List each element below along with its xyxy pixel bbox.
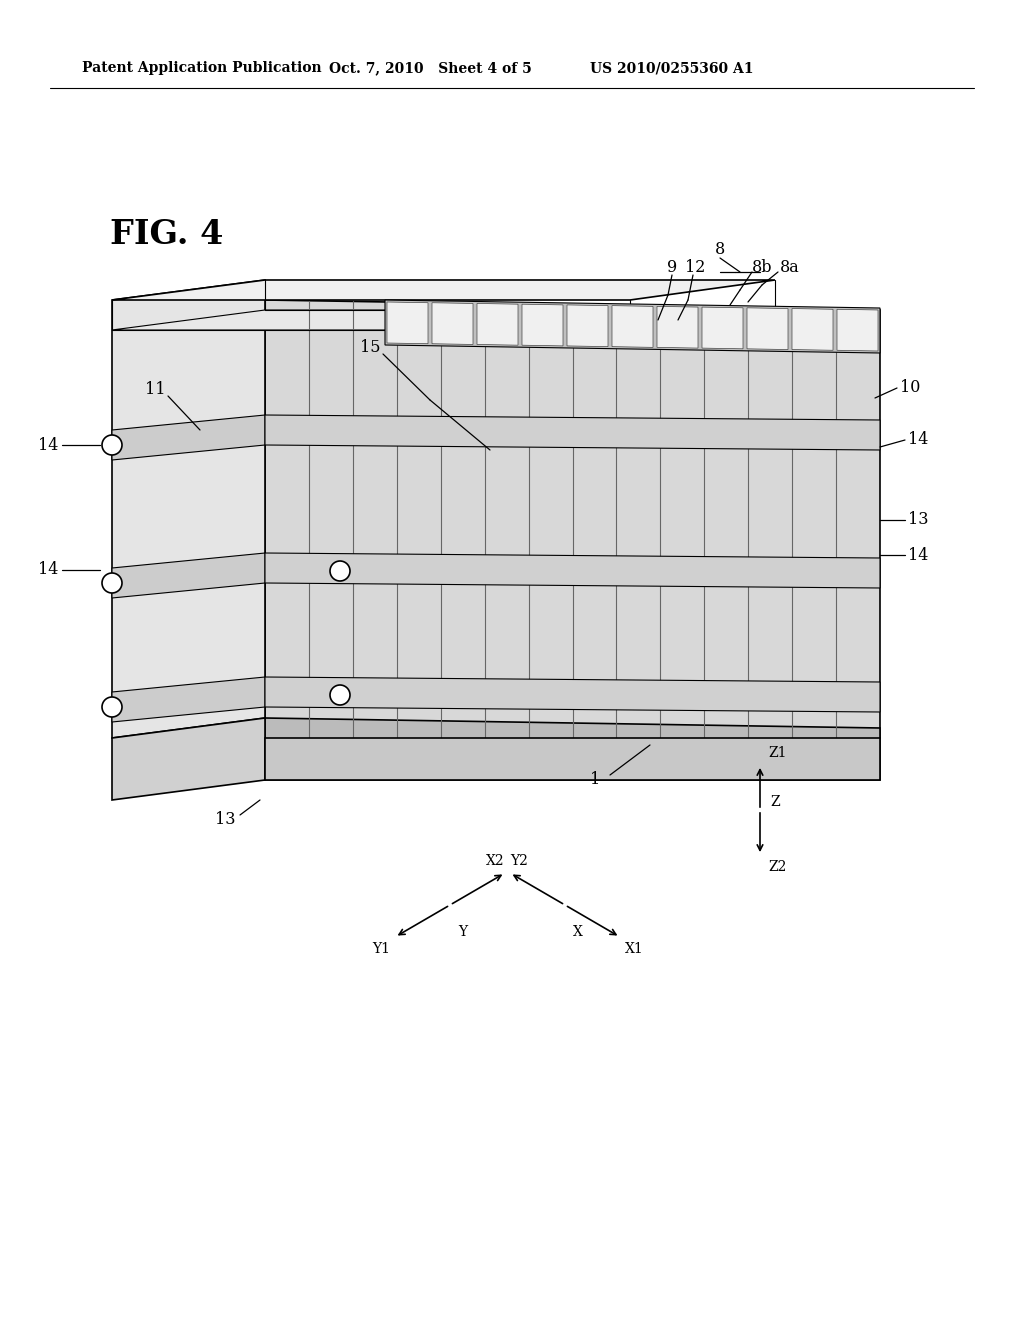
Text: US 2010/0255360 A1: US 2010/0255360 A1 xyxy=(590,61,754,75)
Text: 14: 14 xyxy=(908,546,929,564)
Polygon shape xyxy=(792,309,833,350)
Polygon shape xyxy=(387,302,428,343)
Polygon shape xyxy=(385,300,880,352)
Text: 12: 12 xyxy=(685,260,706,276)
Text: 13: 13 xyxy=(908,511,929,528)
Circle shape xyxy=(102,573,122,593)
Text: X1: X1 xyxy=(625,942,644,956)
Polygon shape xyxy=(612,306,653,347)
Polygon shape xyxy=(265,738,880,780)
Text: 10: 10 xyxy=(900,380,921,396)
Text: 11: 11 xyxy=(144,381,165,399)
Text: 14: 14 xyxy=(38,437,58,454)
Text: 14: 14 xyxy=(38,561,58,578)
Text: 13: 13 xyxy=(215,812,236,829)
Circle shape xyxy=(102,436,122,455)
Text: FIG. 4: FIG. 4 xyxy=(110,219,223,252)
Text: Z2: Z2 xyxy=(768,861,786,874)
Polygon shape xyxy=(112,553,265,598)
Text: X: X xyxy=(573,925,583,939)
Polygon shape xyxy=(265,677,880,711)
Text: Y: Y xyxy=(458,925,467,939)
Text: 9: 9 xyxy=(667,260,677,276)
Polygon shape xyxy=(265,718,880,780)
Text: 8a: 8a xyxy=(780,260,800,276)
Polygon shape xyxy=(432,302,473,345)
Polygon shape xyxy=(837,309,878,351)
Polygon shape xyxy=(265,553,880,587)
Text: 14: 14 xyxy=(908,432,929,449)
Text: Y1: Y1 xyxy=(372,942,390,956)
Circle shape xyxy=(330,561,350,581)
Polygon shape xyxy=(567,305,608,347)
Polygon shape xyxy=(112,414,265,459)
Text: 8: 8 xyxy=(715,242,725,259)
Text: 1: 1 xyxy=(590,771,600,788)
Text: 15: 15 xyxy=(359,339,380,356)
Polygon shape xyxy=(265,414,880,450)
Text: 8b: 8b xyxy=(752,260,772,276)
Polygon shape xyxy=(112,677,265,722)
Polygon shape xyxy=(112,718,265,800)
Polygon shape xyxy=(522,304,563,346)
Text: Z1: Z1 xyxy=(768,746,786,760)
Text: X2: X2 xyxy=(486,854,505,869)
Polygon shape xyxy=(746,308,788,350)
Polygon shape xyxy=(265,300,880,738)
Text: Y2: Y2 xyxy=(510,854,528,869)
Circle shape xyxy=(102,697,122,717)
Polygon shape xyxy=(112,280,265,738)
Text: Z: Z xyxy=(770,795,779,809)
Text: Patent Application Publication: Patent Application Publication xyxy=(82,61,322,75)
Polygon shape xyxy=(702,308,743,348)
Text: Oct. 7, 2010   Sheet 4 of 5: Oct. 7, 2010 Sheet 4 of 5 xyxy=(329,61,531,75)
Circle shape xyxy=(330,685,350,705)
Polygon shape xyxy=(112,280,775,300)
Polygon shape xyxy=(112,310,775,330)
Polygon shape xyxy=(477,304,518,346)
Polygon shape xyxy=(657,306,698,348)
